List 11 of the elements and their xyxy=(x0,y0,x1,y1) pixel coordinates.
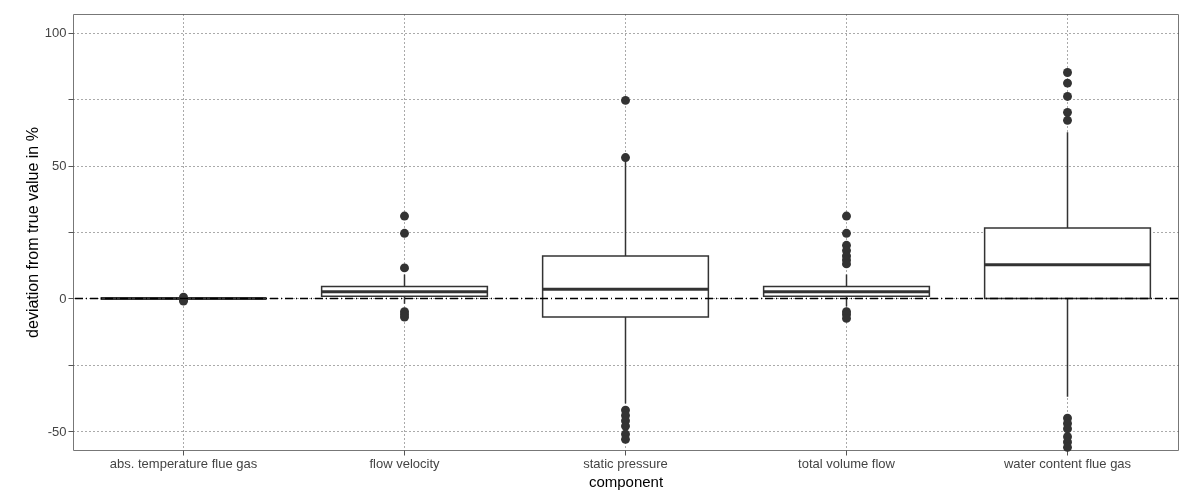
x-tick-label: static pressure xyxy=(583,455,668,471)
x-tick-label: total volume flow xyxy=(798,455,896,471)
x-axis-title: component xyxy=(588,472,664,490)
y-tick-label: 100 xyxy=(44,25,67,41)
y-axis-title: deviation from true value in % xyxy=(23,127,41,338)
x-tick-label: water content flue gas xyxy=(1002,455,1132,471)
y-tick-label: 50 xyxy=(52,158,67,174)
y-tick-label: 0 xyxy=(59,290,67,306)
x-tick-label: flow velocity xyxy=(369,455,441,471)
y-tick-label: -50 xyxy=(47,423,67,439)
x-tick-label: abs. temperature flue gas xyxy=(109,455,258,471)
